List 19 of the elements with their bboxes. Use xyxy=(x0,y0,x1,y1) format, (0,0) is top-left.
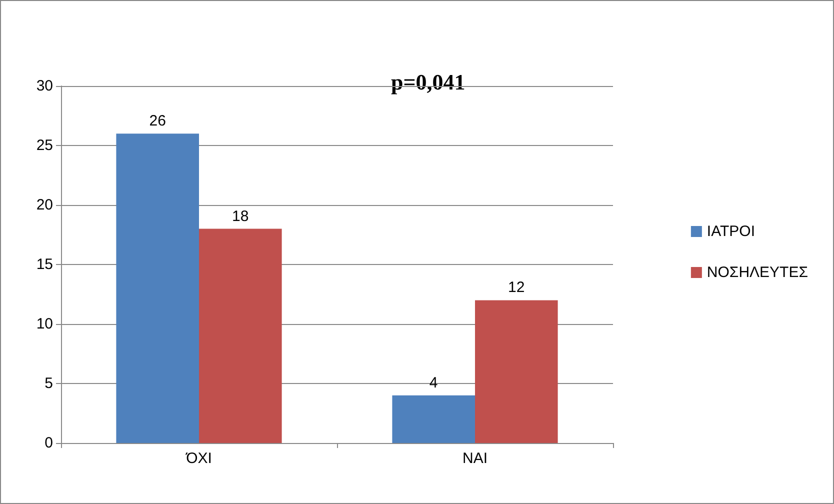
bar xyxy=(475,300,558,443)
y-tick-label: 15 xyxy=(36,256,53,273)
x-tick-label: ΝΑΙ xyxy=(462,450,488,467)
y-tick-label: 30 xyxy=(36,78,53,94)
data-label: 12 xyxy=(508,279,525,296)
data-label: 18 xyxy=(232,208,249,225)
bar xyxy=(392,395,475,443)
y-tick-label: 20 xyxy=(36,196,53,214)
bar xyxy=(116,134,199,443)
x-tick-label: ΌΧΙ xyxy=(185,450,212,467)
bar xyxy=(199,228,282,443)
legend-label: ΙΑΤΡΟΙ xyxy=(706,223,755,240)
y-tick-label: 5 xyxy=(44,375,53,392)
data-label: 26 xyxy=(149,112,166,130)
legend-label: ΝΟΣΗΛΕΥΤΕΣ xyxy=(706,264,808,281)
y-tick-label: 25 xyxy=(36,137,53,154)
y-tick-label: 10 xyxy=(36,316,53,332)
data-label: 4 xyxy=(429,374,438,392)
y-tick-label: 0 xyxy=(44,434,53,452)
